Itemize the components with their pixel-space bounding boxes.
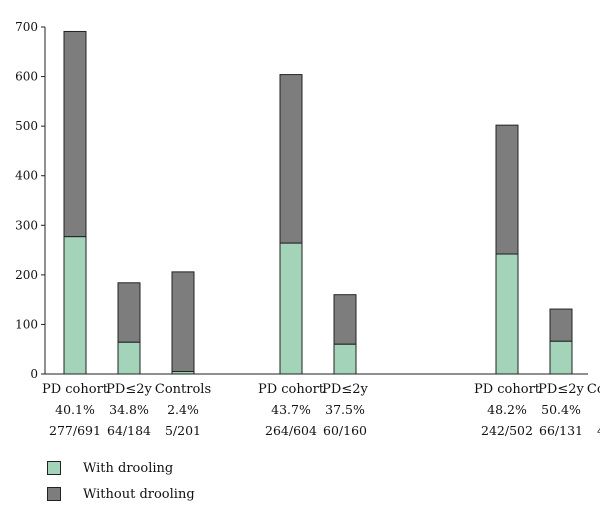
x-category-label-g3-b2: PD≤2y [538, 382, 584, 397]
x-percent-label-g2-b2: 37.5% [325, 402, 365, 417]
legend-item-without-drooling: Without drooling [47, 481, 195, 507]
x-category-label-g3-b1: PD cohort [474, 382, 541, 397]
x-ratio-label-g3-b1: 242/502 [481, 423, 533, 438]
x-category-label-g1-b2: PD≤2y [106, 382, 152, 397]
stacked-bar-chart: 0 100 200 300 400 500 600 700 PD cohort 40.1% 277/… [15, 20, 600, 438]
x-category-label-g2-b1: PD cohort [258, 382, 325, 397]
bar-without-drooling-g2-b2 [333, 294, 357, 345]
bar-with-drooling-g3-b1 [495, 253, 519, 375]
y-tick-label-100: 100 [15, 317, 38, 331]
y-tick-label-600: 600 [15, 70, 38, 84]
x-percent-label-g1-b2: 34.8% [109, 402, 149, 417]
legend-swatch-with-drooling [47, 461, 61, 475]
x-ratio-label-g2-b2: 60/160 [323, 423, 367, 438]
y-tick-label-300: 300 [15, 218, 38, 232]
bar-without-drooling-g2-b1 [279, 74, 303, 244]
bar-with-drooling-g2-b1 [279, 242, 303, 375]
bar-with-drooling-g1-b3 [171, 371, 195, 375]
x-ratio-label-g3-b2: 66/131 [539, 423, 583, 438]
legend-label-without-drooling: Without drooling [83, 486, 195, 502]
bar-without-drooling-g1-b1 [63, 30, 87, 238]
bar-with-drooling-g3-b2 [549, 340, 573, 375]
x-percent-label-g1-b1: 40.1% [55, 402, 95, 417]
x-ratio-label-g1-b1: 277/691 [49, 423, 101, 438]
x-ratio-label-g3-b3: 4/124 [597, 423, 600, 438]
bar-without-drooling-g3-b2 [549, 308, 573, 342]
legend-item-with-drooling: With drooling [47, 455, 195, 481]
y-tick-label-200: 200 [15, 268, 38, 282]
y-tick-label-400: 400 [15, 169, 38, 183]
x-percent-label-g3-b2: 50.4% [541, 402, 581, 417]
x-category-label-g2-b2: PD≤2y [322, 382, 368, 397]
x-percent-label-g2-b1: 43.7% [271, 402, 311, 417]
x-percent-label-g3-b1: 48.2% [487, 402, 527, 417]
bar-with-drooling-g1-b1 [63, 236, 87, 375]
bar-without-drooling-g3-b1 [495, 124, 519, 255]
x-category-label-g1-b1: PD cohort [42, 382, 109, 397]
y-tick-label-700: 700 [15, 20, 38, 34]
y-tick-label-0: 0 [30, 367, 38, 381]
bar-with-drooling-g1-b2 [117, 341, 141, 375]
x-category-label-g1-b3: Controls [155, 382, 211, 397]
legend: With drooling Without drooling [47, 455, 195, 507]
legend-swatch-without-drooling [47, 487, 61, 501]
x-percent-label-g1-b3: 2.4% [167, 402, 199, 417]
y-tick-label-500: 500 [15, 119, 38, 133]
bar-without-drooling-g1-b3 [171, 271, 195, 373]
bar-with-drooling-g2-b2 [333, 343, 357, 375]
x-category-label-g3-b3: Controls [587, 382, 600, 397]
x-ratio-label-g1-b3: 5/201 [165, 423, 201, 438]
x-ratio-label-g1-b2: 64/184 [107, 423, 151, 438]
x-ratio-label-g2-b1: 264/604 [265, 423, 317, 438]
legend-label-with-drooling: With drooling [83, 460, 174, 476]
bar-without-drooling-g1-b2 [117, 282, 141, 343]
